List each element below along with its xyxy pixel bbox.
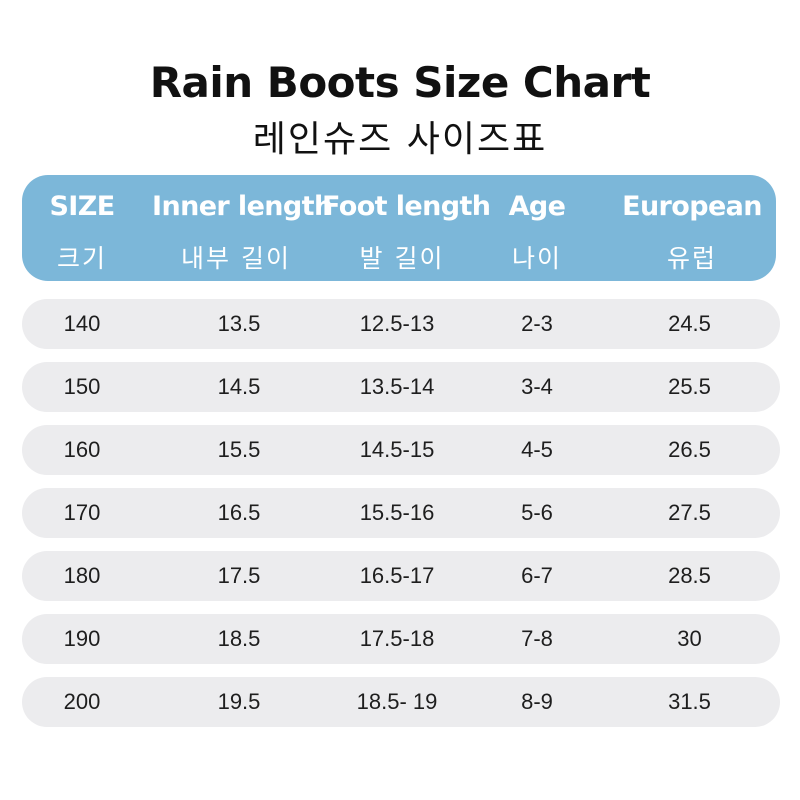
table-row: 180 17.5 16.5-17 6-7 28.5	[22, 551, 780, 601]
cell-foot-length: 16.5-17	[359, 563, 435, 588]
header-size: SIZE 크기	[30, 175, 134, 281]
cell-foot-length: 12.5-13	[359, 311, 435, 336]
cell-age: 7-8	[521, 626, 553, 651]
header-label-ko: 발 길이	[359, 244, 445, 273]
header-label-ko: 내부 길이	[181, 244, 291, 273]
cell-size: 140	[63, 311, 101, 336]
cell-size: 170	[63, 500, 101, 525]
size-table-body: 140 13.5 12.5-13 2-3 24.5 150 14.5 13.5-…	[22, 299, 780, 740]
cell-age: 2-3	[521, 311, 553, 336]
table-row: 140 13.5 12.5-13 2-3 24.5	[22, 299, 780, 349]
header-inner-length: Inner length 내부 길이	[152, 175, 333, 281]
table-row: 170 16.5 15.5-16 5-6 27.5	[22, 488, 780, 538]
cell-inner-length: 17.5	[217, 563, 261, 588]
cell-foot-length: 18.5- 19	[356, 689, 438, 714]
cell-size: 150	[63, 374, 101, 399]
cell-european: 28.5	[668, 563, 711, 588]
cell-size: 200	[63, 689, 101, 714]
page-title: Rain Boots Size Chart	[149, 58, 651, 107]
cell-size: 160	[63, 437, 101, 462]
header-label-ko: 크기	[56, 244, 107, 273]
cell-inner-length: 19.5	[217, 689, 261, 714]
cell-size: 190	[63, 626, 101, 651]
cell-inner-length: 15.5	[217, 437, 261, 462]
table-row: 200 19.5 18.5- 19 8-9 31.5	[22, 677, 780, 727]
cell-age: 3-4	[521, 374, 553, 399]
header-age: Age 나이	[487, 175, 587, 281]
header-label-en: European	[622, 191, 762, 222]
header-label-en: Foot length	[322, 191, 491, 222]
cell-age: 4-5	[521, 437, 553, 462]
cell-european: 31.5	[668, 689, 711, 714]
header-label-en: Age	[508, 191, 566, 222]
cell-european: 25.5	[668, 374, 711, 399]
cell-inner-length: 13.5	[217, 311, 261, 336]
cell-inner-length: 18.5	[217, 626, 261, 651]
cell-foot-length: 14.5-15	[359, 437, 435, 462]
header-label-en: SIZE	[49, 191, 115, 222]
cell-foot-length: 13.5-14	[359, 374, 435, 399]
header-label-ko: 나이	[511, 244, 562, 273]
cell-european: 30	[677, 626, 702, 651]
header-european: European 유럽	[617, 175, 767, 281]
cell-age: 5-6	[521, 500, 553, 525]
table-row: 190 18.5 17.5-18 7-8 30	[22, 614, 780, 664]
cell-european: 26.5	[668, 437, 711, 462]
table-header: SIZE 크기 Inner length 내부 길이 Foot length 발…	[22, 175, 776, 281]
cell-age: 8-9	[521, 689, 553, 714]
cell-size: 180	[63, 563, 101, 588]
cell-foot-length: 17.5-18	[359, 626, 435, 651]
cell-inner-length: 16.5	[217, 500, 261, 525]
page-subtitle: 레인슈즈 사이즈표	[252, 119, 548, 160]
cell-european: 27.5	[668, 500, 711, 525]
table-row: 160 15.5 14.5-15 4-5 26.5	[22, 425, 780, 475]
cell-inner-length: 14.5	[217, 374, 261, 399]
cell-age: 6-7	[521, 563, 553, 588]
table-row: 150 14.5 13.5-14 3-4 25.5	[22, 362, 780, 412]
cell-foot-length: 15.5-16	[359, 500, 435, 525]
header-label-en: Inner length	[152, 191, 333, 222]
header-label-ko: 유럽	[666, 244, 717, 273]
cell-european: 24.5	[668, 311, 711, 336]
header-foot-length: Foot length 발 길이	[322, 175, 491, 281]
